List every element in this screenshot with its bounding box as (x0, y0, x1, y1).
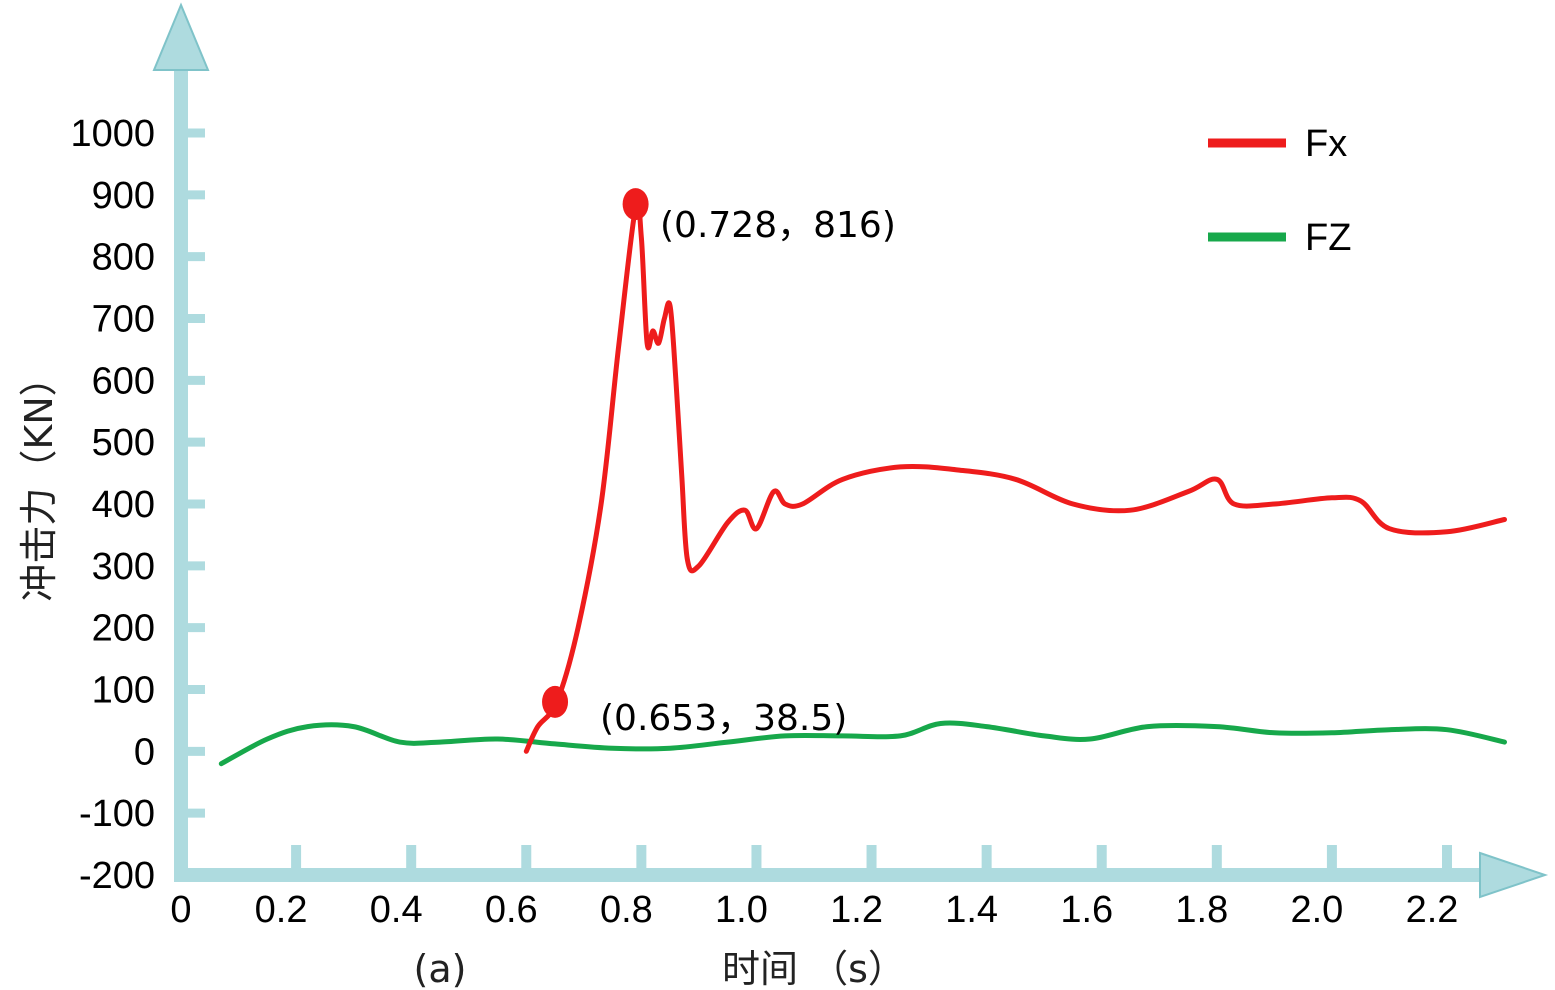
y-tick-label: 0 (134, 731, 155, 773)
x-tick-label: 0.2 (255, 889, 308, 931)
x-tick-label: 2.0 (1290, 889, 1343, 931)
x-tick-label: 1.0 (715, 889, 768, 931)
y-tick-label: 800 (92, 237, 155, 279)
y-tick-label: -200 (79, 855, 155, 897)
tick-labels: -200 -100 0 100 200 300 400 500 600 700 800 900 1000… (17, 113, 1458, 990)
x-tick-label: 1.6 (1060, 889, 1113, 931)
legend-label-fx: Fx (1305, 123, 1347, 165)
series-line-fz (218, 720, 1507, 767)
x-tick-label: 0.8 (600, 889, 653, 931)
y-axis-title: 冲击力（KN） (17, 358, 61, 601)
x-origin-label: 0 (170, 889, 191, 931)
x-tick-label: 1.4 (945, 889, 998, 931)
y-axis-arrow (152, 2, 210, 71)
x-tick-label: 0.4 (370, 889, 423, 931)
legend: Fx FZ (1208, 123, 1351, 259)
legend-label-fz: FZ (1305, 217, 1351, 259)
x-axis-title: 时间 （s） (722, 947, 906, 990)
axes (152, 2, 1549, 899)
annotation-label: (0.653，38.5) (600, 698, 847, 739)
x-tick-label: 0.6 (485, 889, 538, 931)
x-tick-label: 2.2 (1406, 889, 1459, 931)
x-tick-label: 1.8 (1175, 889, 1228, 931)
y-tick-label: 600 (92, 360, 155, 402)
annotation-marker (542, 685, 569, 718)
x-axis-arrow (1479, 851, 1549, 899)
y-tick-label: 100 (92, 670, 155, 712)
series-group (218, 198, 1507, 767)
x-tick-label: 1.2 (830, 889, 883, 931)
y-tick-label: 200 (92, 608, 155, 650)
y-tick-label: 1000 (70, 113, 155, 155)
y-tick-label: 300 (92, 546, 155, 588)
y-tick-label: 900 (92, 175, 155, 217)
series-line-fx (523, 198, 1507, 754)
caption-label: (a) (414, 947, 467, 990)
annotation-marker (622, 188, 649, 221)
y-tick-label: 400 (92, 484, 155, 526)
annotation-markers (542, 188, 649, 718)
y-tick-label: 500 (92, 422, 155, 464)
annotation-label: (0.728，816) (660, 205, 896, 246)
y-tick-label: 700 (92, 299, 155, 341)
y-tick-label: -100 (79, 793, 155, 835)
